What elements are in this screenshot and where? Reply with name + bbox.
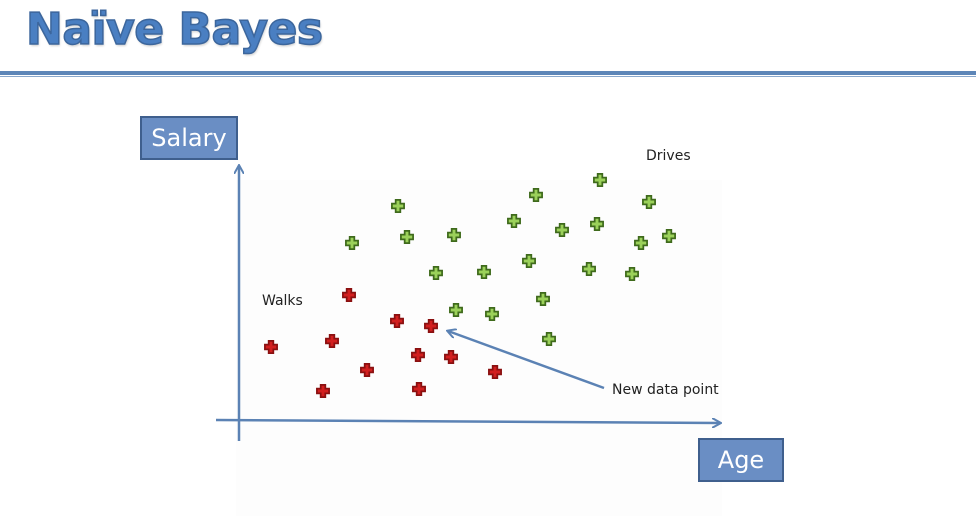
drives-plus-icon [542, 332, 556, 346]
markers-layer [264, 173, 676, 398]
drives-plus-icon [391, 199, 405, 213]
drives-plus-icon [582, 262, 596, 276]
walks-plus-icon [390, 314, 404, 328]
drives-plus-icon [429, 266, 443, 280]
plot-area [236, 180, 722, 516]
new-data-point-label: New data point [612, 382, 719, 398]
walks-plus-icon [360, 363, 374, 377]
walks-plus-icon [264, 340, 278, 354]
drives-plus-icon [642, 195, 656, 209]
drives-plus-icon [447, 228, 461, 242]
walks-label: Walks [262, 293, 303, 309]
drives-plus-icon [555, 223, 569, 237]
drives-plus-icon [400, 230, 414, 244]
walks-plus-icon [342, 288, 356, 302]
walks-plus-icon [316, 384, 330, 398]
drives-plus-icon [634, 236, 648, 250]
drives-plus-icon [477, 265, 491, 279]
drives-plus-icon [449, 303, 463, 317]
drives-plus-icon [590, 217, 604, 231]
title-divider-thin [0, 76, 976, 77]
x-axis [215, 420, 720, 423]
new-point-arrow [448, 331, 605, 390]
drives-plus-icon [625, 267, 639, 281]
drives-plus-icon [536, 292, 550, 306]
x-axis-label: Age [698, 438, 784, 482]
title-divider [0, 71, 976, 75]
walks-plus-icon [424, 319, 438, 333]
y-axis-label: Salary [140, 116, 238, 160]
walks-plus-icon [412, 382, 426, 396]
drives-label: Drives [646, 148, 691, 164]
drives-plus-icon [593, 173, 607, 187]
walks-plus-icon [444, 350, 458, 364]
drives-plus-icon [345, 236, 359, 250]
slide-title: Naïve Bayes [25, 3, 324, 56]
drives-plus-icon [507, 214, 521, 228]
walks-plus-icon [411, 348, 425, 362]
walks-plus-icon [325, 334, 339, 348]
drives-plus-icon [662, 229, 676, 243]
drives-plus-icon [529, 188, 543, 202]
drives-plus-icon [485, 307, 499, 321]
walks-plus-icon [488, 365, 502, 379]
drives-plus-icon [522, 254, 536, 268]
